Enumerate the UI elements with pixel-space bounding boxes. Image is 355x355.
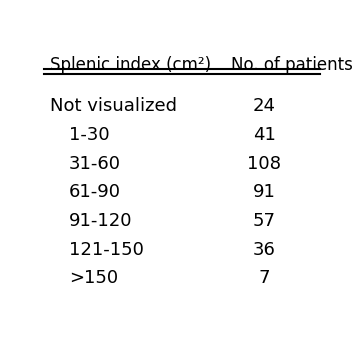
Text: No. of patients: No. of patients: [231, 56, 353, 74]
Text: 91-120: 91-120: [69, 212, 133, 230]
Text: 36: 36: [253, 241, 276, 259]
Text: 41: 41: [253, 126, 276, 144]
Text: 108: 108: [247, 155, 282, 173]
Text: 57: 57: [253, 212, 276, 230]
Text: >150: >150: [69, 269, 118, 288]
Text: 24: 24: [253, 97, 276, 115]
Text: 61-90: 61-90: [69, 184, 121, 201]
Text: 31-60: 31-60: [69, 155, 121, 173]
Text: Not visualized: Not visualized: [50, 97, 177, 115]
Text: 1-30: 1-30: [69, 126, 110, 144]
Text: Splenic index (cm²): Splenic index (cm²): [50, 56, 211, 74]
Text: 91: 91: [253, 184, 276, 201]
Text: 7: 7: [259, 269, 270, 288]
Text: 121-150: 121-150: [69, 241, 144, 259]
